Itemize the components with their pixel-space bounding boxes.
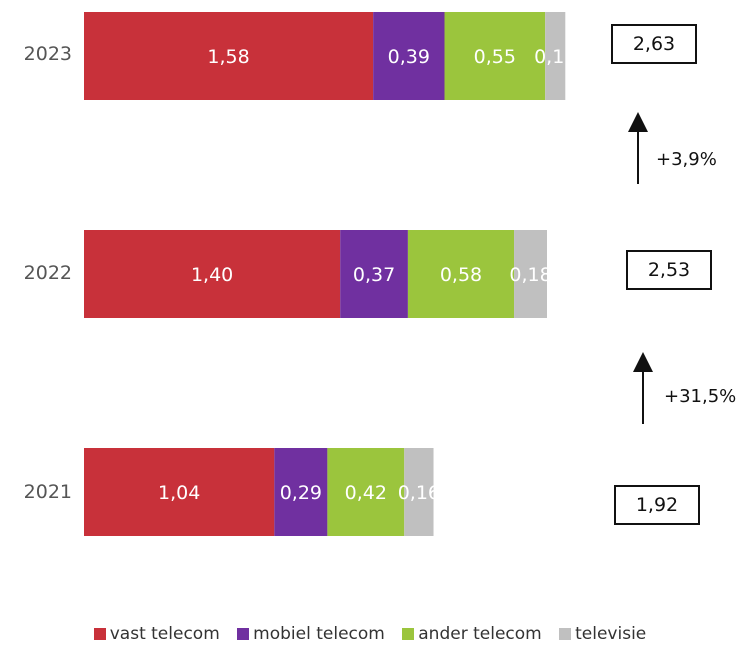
bar-2022-televisie: [514, 230, 547, 318]
data-label-2022-ander-telecom: 0,58: [440, 264, 482, 286]
bar-2022-vast-telecom: [84, 230, 341, 318]
total-2022: 2,53: [626, 250, 712, 290]
legend-item-televisie: televisie: [559, 624, 646, 644]
bar-2021-vast-telecom: [84, 448, 275, 536]
legend-swatch: [237, 628, 250, 640]
legend-swatch: [93, 628, 106, 640]
legend-swatch: [559, 628, 572, 640]
bar-2021-ander-telecom: [327, 448, 405, 536]
legend: vast telecom mobiel telecom ander teleco…: [0, 624, 740, 644]
category-label-2021: 2021: [23, 481, 72, 503]
data-label-2023-ander-telecom: 0,55: [474, 46, 516, 68]
legend-item-mobiel-telecom: mobiel telecom: [237, 624, 385, 644]
legend-label: ander telecom: [418, 624, 542, 644]
data-label-2022-mobiel-telecom: 0,37: [353, 264, 395, 286]
category-label-2023: 2023: [23, 43, 72, 65]
data-label-2021-vast-telecom: 1,04: [158, 482, 200, 504]
data-label-2022-televisie: 0,18: [509, 264, 551, 286]
bar-2023-televisie: [545, 12, 566, 100]
legend-label: mobiel telecom: [253, 624, 385, 644]
growth-label-2021-2022: +31,5%: [664, 386, 737, 407]
data-label-2021-televisie: 0,16: [398, 482, 440, 504]
legend-label: televisie: [575, 624, 647, 644]
data-label-2021-ander-telecom: 0,42: [345, 482, 387, 504]
growth-label-2022-2023: +3,9%: [656, 149, 717, 170]
legend-item-vast-telecom: vast telecom: [93, 624, 220, 644]
legend-label: vast telecom: [109, 624, 220, 644]
data-label-2023-televisie: 0,11: [534, 46, 576, 68]
legend-swatch: [402, 628, 415, 640]
total-2023: 2,63: [611, 24, 697, 64]
bar-2021-mobiel-telecom: [274, 448, 328, 536]
category-label-2022: 2022: [23, 262, 72, 284]
bar-2022-ander-telecom: [407, 230, 515, 318]
data-label-2022-vast-telecom: 1,40: [191, 264, 233, 286]
data-label-2023-mobiel-telecom: 0,39: [388, 46, 430, 68]
bar-2023-mobiel-telecom: [373, 12, 445, 100]
total-2021: 1,92: [614, 485, 700, 525]
bar-2021-televisie: [404, 448, 434, 536]
bar-2023-vast-telecom: [84, 12, 374, 100]
legend-item-ander-telecom: ander telecom: [402, 624, 542, 644]
data-label-2021-mobiel-telecom: 0,29: [280, 482, 322, 504]
data-label-2023-vast-telecom: 1,58: [207, 46, 249, 68]
bar-2023-ander-telecom: [444, 12, 546, 100]
bar-2022-mobiel-telecom: [340, 230, 408, 318]
